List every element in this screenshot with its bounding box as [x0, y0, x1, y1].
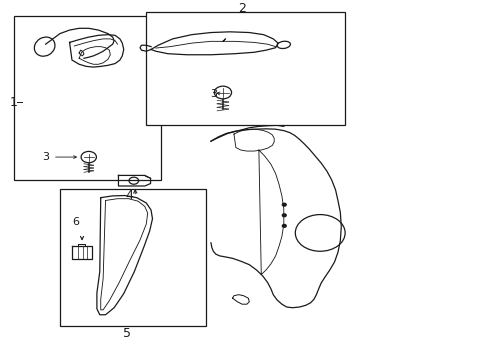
Circle shape: [282, 224, 285, 227]
Text: 3: 3: [209, 89, 216, 99]
Text: 2: 2: [238, 3, 245, 15]
Bar: [146, 12, 345, 125]
Bar: [60, 189, 206, 327]
Text: 1: 1: [10, 96, 18, 109]
Circle shape: [282, 214, 285, 217]
Text: 3: 3: [42, 152, 49, 162]
Text: 4: 4: [125, 189, 133, 202]
Text: 6: 6: [72, 217, 79, 227]
Bar: [15, 16, 160, 180]
Circle shape: [282, 203, 285, 206]
Text: 5: 5: [123, 327, 131, 340]
